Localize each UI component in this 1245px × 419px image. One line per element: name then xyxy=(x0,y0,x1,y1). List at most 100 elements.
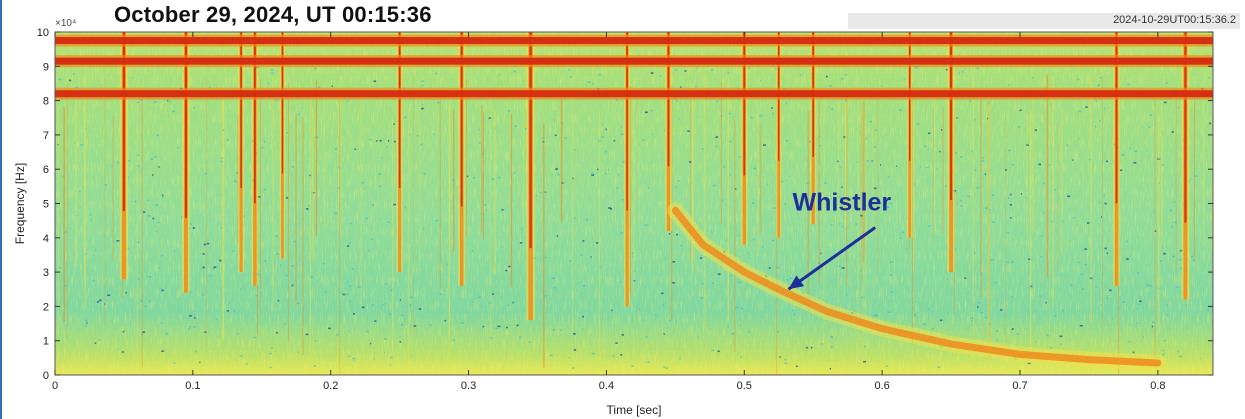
noise-dot xyxy=(116,240,120,242)
noise-dot xyxy=(140,99,143,101)
noise-dot xyxy=(860,214,863,217)
noise-dot xyxy=(1016,333,1020,335)
noise-dot xyxy=(506,326,508,329)
noise-dot xyxy=(807,199,810,201)
plot-area xyxy=(55,32,1213,375)
noise-dot xyxy=(190,223,192,225)
noise-dot xyxy=(729,174,732,176)
noise-dot xyxy=(347,280,349,282)
noise-dot xyxy=(423,227,425,230)
noise-dot xyxy=(945,185,947,187)
noise-dot xyxy=(473,177,476,179)
noise-dot xyxy=(1078,110,1082,113)
noise-dot xyxy=(334,212,338,214)
noise-dot xyxy=(545,256,548,259)
noise-dot xyxy=(644,224,648,226)
noise-dot xyxy=(142,331,146,333)
noise-dot xyxy=(1174,221,1177,224)
noise-dot xyxy=(75,214,78,217)
noise-dot xyxy=(678,117,680,120)
y-tick-label: 5 xyxy=(43,199,49,211)
noise-dot xyxy=(1117,307,1119,310)
noise-dot xyxy=(1165,82,1168,84)
noise-dot xyxy=(104,184,108,186)
noise-dot xyxy=(439,293,442,296)
noise-dot xyxy=(429,324,432,326)
noise-dot xyxy=(232,250,235,252)
noise-dot xyxy=(267,82,270,85)
noise-dot xyxy=(590,256,592,258)
noise-dot xyxy=(906,247,908,250)
noise-dot xyxy=(348,285,352,288)
noise-dot xyxy=(969,100,971,103)
noise-dot xyxy=(347,245,350,247)
noise-dot xyxy=(1126,240,1129,243)
noise-dot xyxy=(786,102,788,105)
noise-dot xyxy=(361,306,365,309)
noise-dot xyxy=(715,145,717,148)
noise-dot xyxy=(1179,355,1182,358)
noise-dot xyxy=(559,329,562,331)
noise-dot xyxy=(964,277,967,279)
noise-dot xyxy=(167,99,169,102)
noise-dot xyxy=(507,304,510,307)
noise-dot xyxy=(1008,84,1010,87)
noise-dot xyxy=(86,322,88,324)
noise-dot xyxy=(80,144,84,146)
noise-dot xyxy=(206,242,210,245)
noise-dot xyxy=(337,187,340,189)
noise-dot xyxy=(373,80,377,83)
noise-dot xyxy=(846,294,848,296)
noise-dot xyxy=(411,354,413,357)
y-tick-label: 7 xyxy=(43,130,49,142)
noise-dot xyxy=(806,182,809,185)
noise-dot xyxy=(1104,247,1107,250)
noise-dot xyxy=(977,306,979,308)
noise-dot xyxy=(790,277,793,280)
noise-dot xyxy=(871,160,873,162)
noise-dot xyxy=(322,262,326,265)
noise-dot xyxy=(668,233,671,235)
noise-dot xyxy=(792,309,794,312)
noise-dot xyxy=(1176,286,1179,288)
noise-dot xyxy=(663,366,666,368)
noise-dot xyxy=(730,275,733,277)
noise-dot xyxy=(665,367,669,369)
noise-dot xyxy=(1034,129,1037,131)
noise-dot xyxy=(1166,314,1169,317)
noise-dot xyxy=(386,146,388,148)
noise-dot xyxy=(839,166,841,168)
noise-dot xyxy=(98,339,101,341)
noise-dot xyxy=(401,314,404,317)
noise-dot xyxy=(844,74,847,76)
noise-dot xyxy=(976,186,980,189)
noise-dot xyxy=(684,70,687,72)
noise-dot xyxy=(799,73,801,76)
noise-dot xyxy=(351,268,354,270)
noise-dot xyxy=(924,145,927,148)
noise-dot xyxy=(460,322,464,324)
noise-dot xyxy=(886,365,888,367)
noise-dot xyxy=(390,289,393,292)
noise-dot xyxy=(84,319,88,322)
noise-dot xyxy=(826,75,828,78)
noise-dot xyxy=(202,294,205,296)
noise-dot xyxy=(974,169,977,171)
noise-dot xyxy=(237,332,239,335)
noise-dot xyxy=(824,182,827,184)
noise-dot xyxy=(385,302,387,305)
noise-dot xyxy=(401,324,403,326)
noise-dot xyxy=(601,136,605,138)
noise-dot xyxy=(276,253,279,255)
noise-dot xyxy=(1025,197,1027,199)
noise-dot xyxy=(612,354,615,357)
noise-dot xyxy=(556,235,559,237)
noise-dot xyxy=(574,149,576,151)
noise-dot xyxy=(888,176,890,178)
noise-dot xyxy=(604,150,608,153)
noise-dot xyxy=(954,152,957,154)
noise-dot xyxy=(991,221,995,223)
noise-dot xyxy=(740,356,742,359)
noise-dot xyxy=(255,295,258,297)
noise-dot xyxy=(620,133,624,135)
